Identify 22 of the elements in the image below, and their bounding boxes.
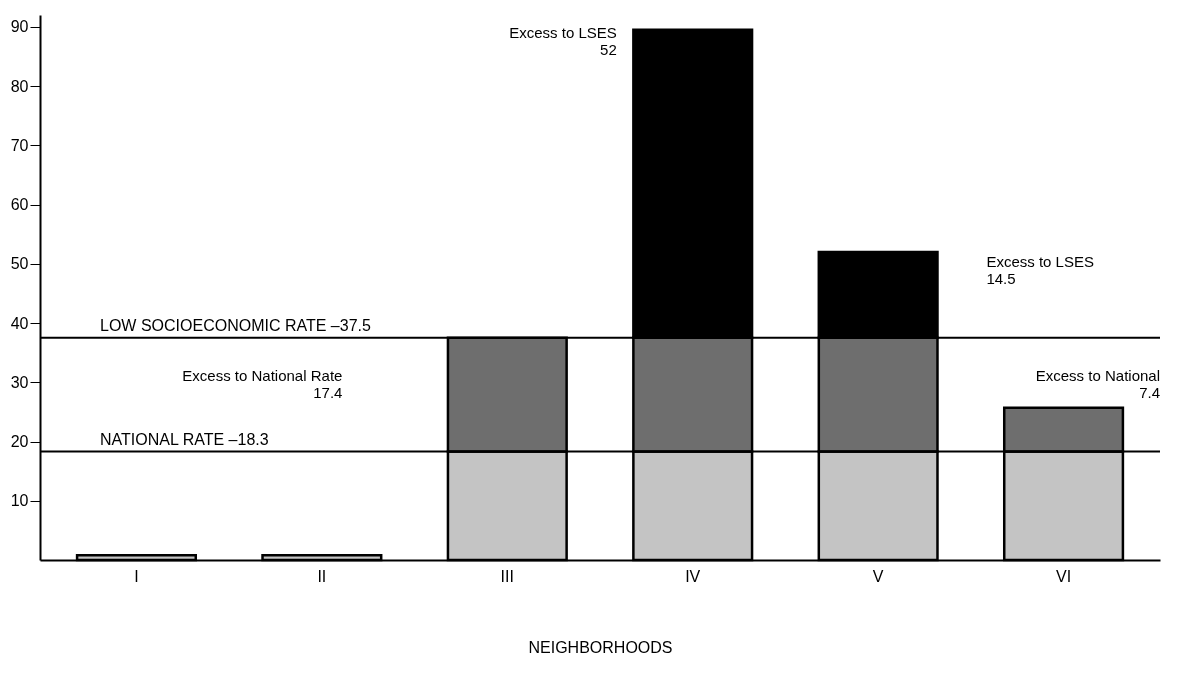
ref-line-label: NATIONAL RATE –18.3 xyxy=(100,430,269,448)
x-tick-label: I xyxy=(134,567,139,585)
y-tick-label: 80 xyxy=(10,77,29,95)
x-tick-label: II xyxy=(317,567,327,585)
y-tick-label: 30 xyxy=(10,373,29,391)
y-tick-label: 60 xyxy=(10,196,29,214)
x-tick-label: VI xyxy=(1056,567,1072,585)
y-tick-label: 40 xyxy=(10,314,29,332)
y-tick-label: 90 xyxy=(10,18,29,36)
ref-line-label: LOW SOCIOECONOMIC RATE –37.5 xyxy=(100,316,371,334)
annotation: Excess to National 7.4 xyxy=(1035,367,1160,402)
x-tick-label: V xyxy=(872,567,884,585)
x-tick-label: III xyxy=(500,567,514,585)
x-tick-label: IV xyxy=(685,567,701,585)
annotation: Excess to LSES 14.5 xyxy=(986,252,1094,287)
y-tick-label: 70 xyxy=(10,136,29,154)
y-tick-label: 10 xyxy=(10,492,29,510)
annotation: Excess to LSES 52 xyxy=(509,23,617,58)
y-tick-label: 20 xyxy=(10,433,29,451)
annotation: Excess to National Rate 17.4 xyxy=(182,367,343,402)
y-tick-label: 50 xyxy=(10,255,29,273)
x-axis-title: NEIGHBORHOODS xyxy=(528,638,673,656)
